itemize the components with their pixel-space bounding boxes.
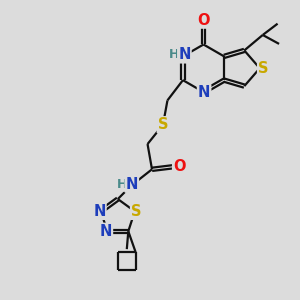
Text: S: S	[258, 61, 268, 76]
Text: S: S	[158, 117, 168, 132]
Text: H: H	[116, 178, 127, 191]
Text: S: S	[131, 204, 142, 219]
Text: H: H	[169, 48, 179, 62]
Text: O: O	[197, 13, 210, 28]
Text: O: O	[173, 159, 186, 174]
Text: N: N	[178, 47, 190, 62]
Text: N: N	[126, 177, 138, 192]
Text: N: N	[100, 224, 112, 239]
Text: N: N	[198, 85, 210, 100]
Text: N: N	[93, 204, 106, 219]
